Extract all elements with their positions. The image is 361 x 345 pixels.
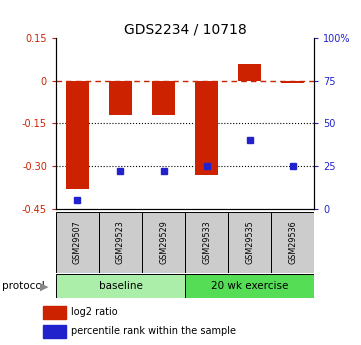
Bar	[109, 81, 132, 115]
Text: GSM29535: GSM29535	[245, 220, 254, 264]
Bar	[43, 325, 66, 337]
Bar	[66, 81, 89, 189]
Bar	[56, 274, 185, 298]
Text: GSM29533: GSM29533	[202, 220, 211, 264]
Text: 20 wk exercise: 20 wk exercise	[211, 282, 288, 291]
Text: GSM29529: GSM29529	[159, 220, 168, 264]
Bar	[281, 81, 304, 83]
Text: GSM29536: GSM29536	[288, 220, 297, 264]
Bar	[271, 212, 314, 273]
Bar	[99, 212, 142, 273]
Bar	[195, 81, 218, 175]
Text: GSM29507: GSM29507	[73, 220, 82, 264]
Bar	[43, 306, 66, 318]
Text: log2 ratio: log2 ratio	[71, 307, 117, 317]
Bar	[56, 212, 99, 273]
Text: protocol: protocol	[2, 282, 44, 291]
Bar	[152, 81, 175, 115]
Title: GDS2234 / 10718: GDS2234 / 10718	[123, 23, 247, 37]
Text: percentile rank within the sample: percentile rank within the sample	[71, 326, 236, 336]
Bar	[185, 274, 314, 298]
Text: GSM29523: GSM29523	[116, 220, 125, 264]
Bar	[228, 212, 271, 273]
Bar	[185, 212, 228, 273]
Text: baseline: baseline	[99, 282, 143, 291]
Text: ▶: ▶	[40, 282, 49, 291]
Bar	[142, 212, 185, 273]
Bar	[238, 63, 261, 81]
